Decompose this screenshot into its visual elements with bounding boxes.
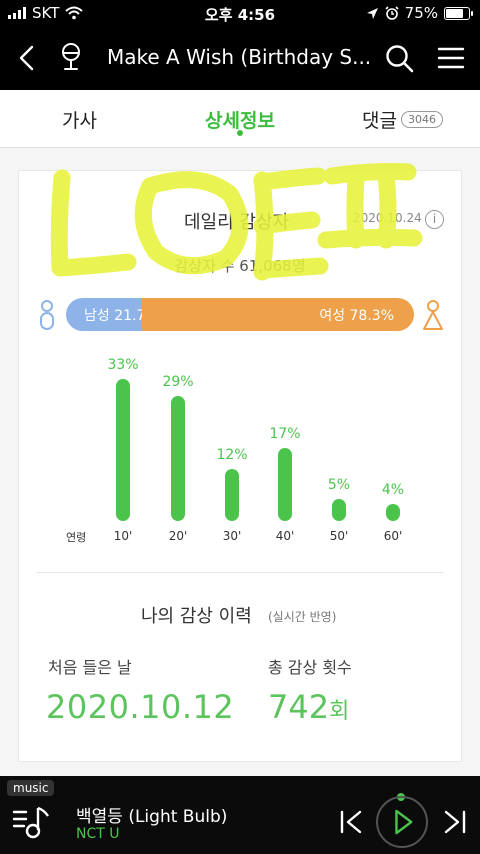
playlist-icon[interactable] — [12, 804, 52, 840]
tab-details-label: 상세정보 — [205, 110, 275, 132]
comment-count-badge: 3046 — [400, 111, 443, 128]
section-divider — [36, 572, 444, 573]
tab-details[interactable]: 상세정보 — [205, 106, 275, 133]
next-track-icon[interactable] — [442, 808, 468, 836]
play-count-label: 총 감상 횟수 — [268, 658, 352, 677]
back-arrow-icon[interactable] — [14, 44, 42, 72]
song-title: Make A Wish (Birthday S... — [107, 45, 372, 69]
age-axis-label: 연령 — [66, 531, 87, 544]
daily-date: 2020.10.24 — [353, 211, 422, 225]
music-tag: music — [7, 780, 55, 796]
daily-listeners-title: 데일리 감상자 — [184, 212, 290, 233]
search-icon[interactable] — [384, 43, 414, 73]
battery-percent: 75% — [404, 4, 438, 22]
play-count-number: 742 — [268, 688, 330, 726]
first-listen-date: 2020.10.12 — [46, 688, 235, 726]
gender-ratio-bar: 남성 21.7% 여성 78.3% — [66, 298, 414, 331]
history-title: 나의 감상 이력 — [141, 606, 252, 627]
tab-comments-label: 댓글 — [362, 110, 397, 132]
location-icon — [366, 7, 378, 19]
play-count-unit: 회 — [329, 699, 350, 724]
tab-bar: 가사 상세정보 댓글 3046 — [0, 90, 480, 148]
play-icon[interactable] — [376, 796, 428, 848]
tab-comments[interactable]: 댓글 3046 — [362, 106, 443, 133]
male-ratio-label: 남성 21.7% — [84, 308, 159, 324]
top-app-bar: Make A Wish (Birthday S... — [0, 26, 480, 90]
tab-lyrics-label: 가사 — [62, 110, 97, 132]
wifi-icon — [65, 6, 84, 20]
previous-track-icon[interactable] — [338, 808, 364, 836]
listener-count: 감상자 수 61,068명 — [174, 257, 306, 275]
history-subtitle: (실시간 반영) — [268, 610, 337, 624]
female-segment: 여성 78.3% — [141, 298, 414, 331]
status-bar: SKT 오후 4:56 75% — [0, 0, 480, 26]
first-listen-label: 처음 들은 날 — [48, 658, 132, 677]
microphone-icon[interactable] — [58, 42, 84, 74]
active-tab-indicator — [237, 130, 243, 136]
hamburger-menu-icon[interactable] — [436, 44, 466, 72]
signal-icon — [8, 7, 26, 19]
female-icon — [423, 300, 443, 330]
now-playing-artist[interactable]: NCT U — [76, 826, 120, 842]
now-playing-title[interactable]: 백열등 (Light Bulb) — [76, 807, 228, 827]
info-icon[interactable]: i — [425, 210, 444, 229]
alarm-icon — [385, 6, 399, 20]
male-segment: 남성 21.7% — [66, 298, 159, 331]
tab-lyrics[interactable]: 가사 — [62, 106, 97, 133]
status-time: 오후 4:56 — [204, 6, 276, 24]
battery-icon — [444, 6, 473, 20]
male-icon — [40, 300, 54, 330]
carrier-label: SKT — [32, 4, 60, 22]
play-count-value: 742회 — [268, 688, 349, 726]
female-ratio-label: 여성 78.3% — [319, 308, 394, 324]
